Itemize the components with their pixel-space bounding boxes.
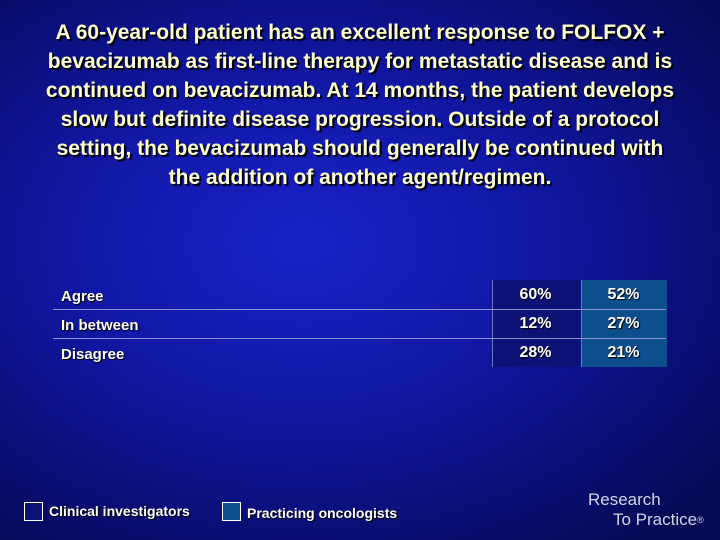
- table-row-in-between: In between 12% 27%: [53, 309, 666, 339]
- value-cell: 27%: [607, 315, 640, 332]
- clinical-investigators-column: [492, 280, 580, 367]
- legend-swatch-practicing: [222, 502, 241, 521]
- value-cell: 52%: [607, 286, 640, 303]
- logo-line-2: To Practice®: [613, 510, 704, 529]
- legend-swatch-clinical: [24, 502, 43, 521]
- table-row-disagree: Disagree 28% 21%: [53, 338, 666, 367]
- value-cell: 21%: [607, 344, 640, 361]
- row-label: In between: [61, 317, 139, 334]
- legend-label-clinical: Clinical investigators: [49, 503, 190, 519]
- table-row-agree: Agree 60% 52%: [53, 280, 666, 310]
- question-title: A 60-year-old patient has an excellent r…: [45, 21, 675, 189]
- value-cell: 28%: [519, 344, 552, 361]
- value-cell: 60%: [519, 286, 552, 303]
- practicing-oncologists-column: [581, 280, 667, 367]
- row-label: Disagree: [61, 346, 125, 363]
- logo-line-1: Research: [588, 490, 661, 509]
- research-to-practice-logo: Research To Practice®: [588, 490, 716, 534]
- row-label: Agree: [61, 288, 104, 305]
- value-cell: 12%: [519, 315, 552, 332]
- legend-label-practicing: Practicing oncologists: [247, 505, 398, 521]
- results-table: Agree 60% 52% In between 12% 27% Disagre…: [53, 280, 667, 367]
